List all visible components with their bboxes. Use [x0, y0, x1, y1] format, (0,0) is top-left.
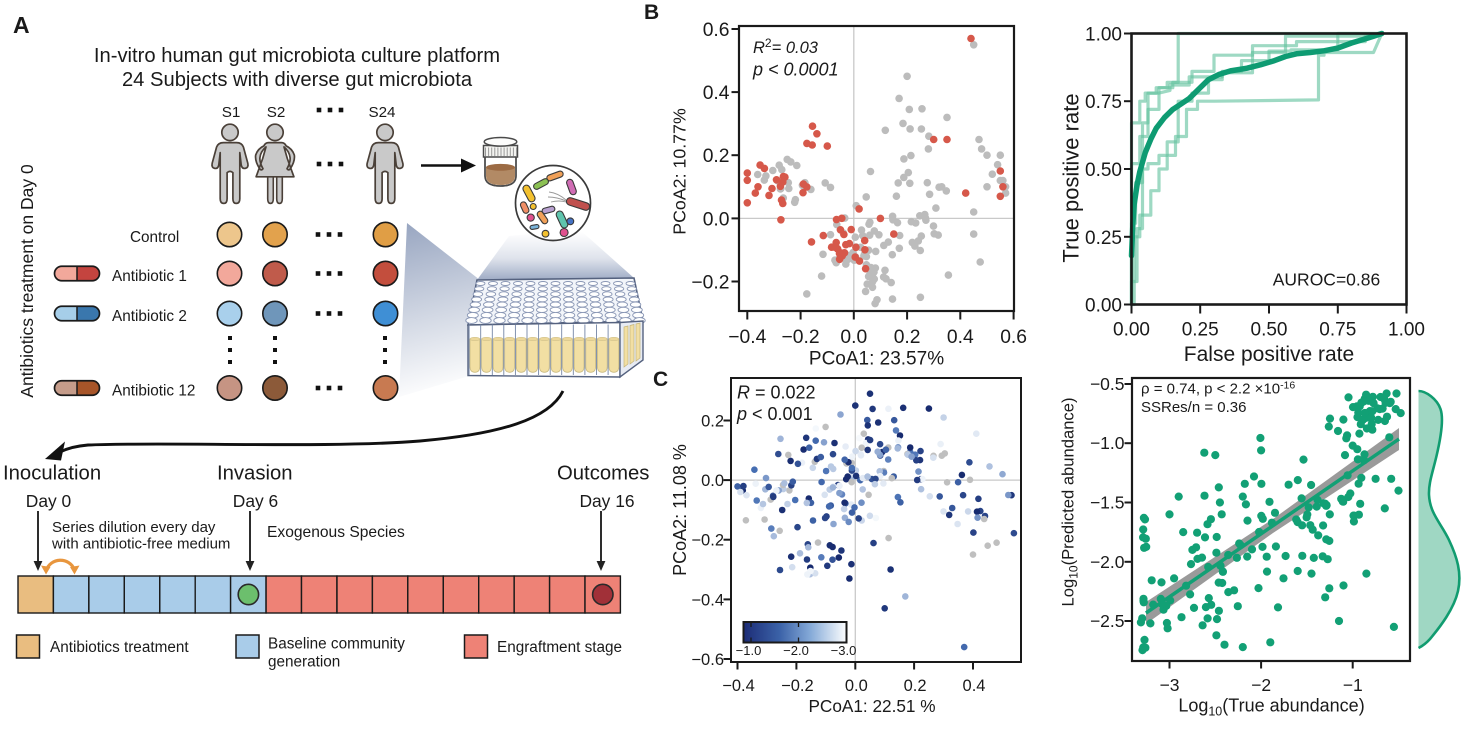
svg-text:−2.5: −2.5 [1090, 611, 1125, 631]
svg-text:Log10(Predicted abundance): Log10(Predicted abundance) [1059, 398, 1081, 607]
svg-text:0.2: 0.2 [703, 146, 730, 167]
svg-text:−0.2: −0.2 [782, 327, 820, 348]
svg-text:0.0: 0.0 [701, 472, 724, 490]
svg-text:−1.0: −1.0 [1090, 433, 1125, 453]
svg-text:False positive rate: False positive rate [1184, 343, 1354, 366]
svg-text:0.2: 0.2 [904, 677, 927, 695]
svg-text:−0.2: −0.2 [691, 273, 729, 294]
svg-text:AUROC=0.86: AUROC=0.86 [1273, 270, 1380, 290]
svg-text:A: A [13, 12, 30, 38]
svg-text:Antibiotic 12: Antibiotic 12 [112, 383, 195, 400]
svg-text:Antibiotics treatment: Antibiotics treatment [50, 639, 189, 656]
svg-text:Antibiotics treatment on Day 0: Antibiotics treatment on Day 0 [17, 164, 37, 398]
svg-text:−3: −3 [1160, 675, 1180, 695]
svg-text:True positive rate: True positive rate [1059, 93, 1084, 262]
svg-text:PCoA2: 10.77%: PCoA2: 10.77% [670, 108, 690, 235]
svg-text:R2= 0.03: R2= 0.03 [753, 36, 819, 57]
svg-text:−3.0: −3.0 [831, 643, 857, 658]
svg-text:0.0: 0.0 [840, 327, 867, 348]
svg-text:0.2: 0.2 [701, 413, 724, 431]
svg-text:R = 0.022: R = 0.022 [737, 383, 816, 403]
svg-text:Day 6: Day 6 [233, 491, 278, 511]
svg-text:Baseline community: Baseline community [268, 636, 405, 653]
svg-text:Exogenous Species: Exogenous Species [267, 524, 405, 541]
svg-text:Day 0: Day 0 [26, 491, 71, 511]
svg-text:Inoculation: Inoculation [3, 463, 101, 485]
svg-text:1.00: 1.00 [1085, 25, 1122, 46]
svg-text:PCoA2: 11.08 %: PCoA2: 11.08 % [670, 444, 690, 576]
svg-text:0.00: 0.00 [1085, 296, 1122, 317]
svg-text:−2: −2 [1251, 675, 1271, 695]
svg-text:Antibiotic 2: Antibiotic 2 [112, 308, 187, 325]
svg-text:−0.4: −0.4 [728, 327, 766, 348]
svg-text:−0.5: −0.5 [1090, 374, 1125, 394]
svg-text:Invasion: Invasion [217, 463, 293, 485]
svg-text:−0.4: −0.4 [722, 677, 755, 695]
svg-text:−0.2: −0.2 [781, 677, 814, 695]
svg-text:0.50: 0.50 [1085, 160, 1122, 181]
svg-text:0.50: 0.50 [1251, 320, 1288, 341]
svg-text:S24: S24 [368, 104, 395, 121]
svg-text:0.0: 0.0 [845, 677, 868, 695]
svg-text:Series dilution every day: Series dilution every day [52, 519, 216, 536]
svg-text:0.25: 0.25 [1182, 320, 1219, 341]
svg-text:PCoA1: 22.51 %: PCoA1: 22.51 % [808, 696, 935, 716]
svg-text:0.4: 0.4 [703, 83, 730, 104]
svg-text:Outcomes: Outcomes [557, 463, 649, 485]
svg-text:ρ = 0.74, p < 2.2 ×10-16: ρ = 0.74, p < 2.2 ×10-16 [1141, 380, 1295, 398]
svg-text:−2.0: −2.0 [783, 643, 809, 658]
svg-text:SSRes/n = 0.36: SSRes/n = 0.36 [1141, 399, 1246, 416]
svg-text:0.6: 0.6 [1000, 327, 1027, 348]
svg-text:generation: generation [268, 654, 340, 671]
svg-text:PCoA1: 23.57%: PCoA1: 23.57% [809, 349, 944, 370]
svg-text:B: B [644, 1, 659, 24]
svg-text:−0.4: −0.4 [691, 591, 724, 609]
svg-text:−1: −1 [1343, 675, 1363, 695]
svg-text:−0.6: −0.6 [691, 651, 724, 669]
svg-text:0.0: 0.0 [703, 209, 730, 230]
svg-text:0.6: 0.6 [703, 20, 730, 41]
svg-text:with antibiotic-free medium: with antibiotic-free medium [51, 536, 230, 553]
svg-text:0.2: 0.2 [894, 327, 921, 348]
svg-text:0.25: 0.25 [1085, 228, 1122, 249]
svg-text:−1.5: −1.5 [1090, 493, 1125, 513]
svg-text:p < 0.0001: p < 0.0001 [752, 60, 839, 80]
svg-text:Control: Control [130, 229, 179, 246]
svg-text:0.75: 0.75 [1319, 320, 1356, 341]
svg-text:−0.2: −0.2 [691, 532, 724, 550]
svg-text:C: C [653, 368, 668, 391]
svg-text:−1.0: −1.0 [736, 643, 762, 658]
svg-text:Day 16: Day 16 [579, 491, 634, 511]
svg-text:Log10(True abundance): Log10(True abundance) [1178, 696, 1364, 719]
svg-text:p < 0.001: p < 0.001 [736, 404, 813, 424]
svg-text:Engraftment stage: Engraftment stage [497, 639, 622, 656]
svg-text:In-vitro human gut microbiota: In-vitro human gut microbiota culture pl… [94, 45, 500, 67]
svg-text:S2: S2 [267, 104, 286, 121]
svg-text:0.75: 0.75 [1085, 92, 1122, 113]
svg-text:24 Subjects with diverse gut m: 24 Subjects with diverse gut microbiota [122, 69, 473, 91]
svg-text:1.00: 1.00 [1388, 320, 1425, 341]
svg-text:S1: S1 [222, 104, 241, 121]
svg-text:0.00: 0.00 [1113, 320, 1150, 341]
svg-text:Antibiotic 1: Antibiotic 1 [112, 268, 187, 285]
svg-text:0.4: 0.4 [963, 677, 986, 695]
svg-text:0.4: 0.4 [947, 327, 974, 348]
svg-text:−2.0: −2.0 [1090, 552, 1125, 572]
